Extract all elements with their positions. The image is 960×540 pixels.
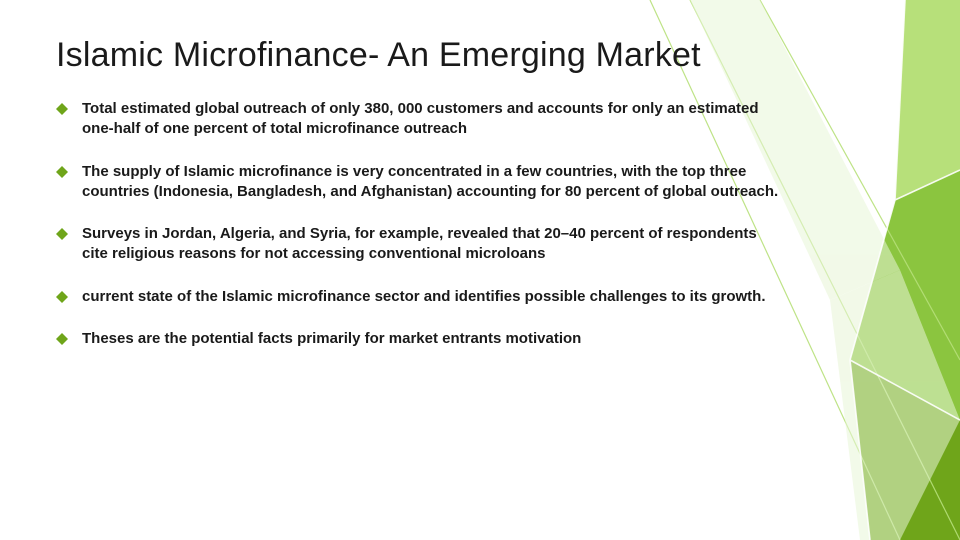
bullet-text: current state of the Islamic microfinanc… — [82, 288, 766, 305]
bullet-item: Theses are the potential facts primarily… — [56, 329, 786, 349]
bullet-text: Surveys in Jordan, Algeria, and Syria, f… — [82, 225, 757, 262]
bullet-item: The supply of Islamic microfinance is ve… — [56, 162, 786, 203]
diamond-bullet-icon — [56, 228, 68, 240]
bullet-text: Total estimated global outreach of only … — [82, 100, 759, 137]
diamond-bullet-icon — [56, 103, 68, 115]
bullet-list: Total estimated global outreach of only … — [56, 99, 786, 349]
bullet-text: Theses are the potential facts primarily… — [82, 330, 581, 347]
diamond-bullet-icon — [56, 291, 68, 303]
content-area: Islamic Microfinance- An Emerging Market… — [56, 36, 786, 371]
bullet-text: The supply of Islamic microfinance is ve… — [82, 163, 778, 200]
bullet-item: Total estimated global outreach of only … — [56, 99, 786, 140]
slide: Islamic Microfinance- An Emerging Market… — [0, 0, 960, 540]
bullet-item: current state of the Islamic microfinanc… — [56, 287, 786, 307]
diamond-bullet-icon — [56, 166, 68, 178]
diamond-bullet-icon — [56, 333, 68, 345]
slide-title: Islamic Microfinance- An Emerging Market — [56, 36, 786, 75]
bullet-item: Surveys in Jordan, Algeria, and Syria, f… — [56, 224, 786, 265]
